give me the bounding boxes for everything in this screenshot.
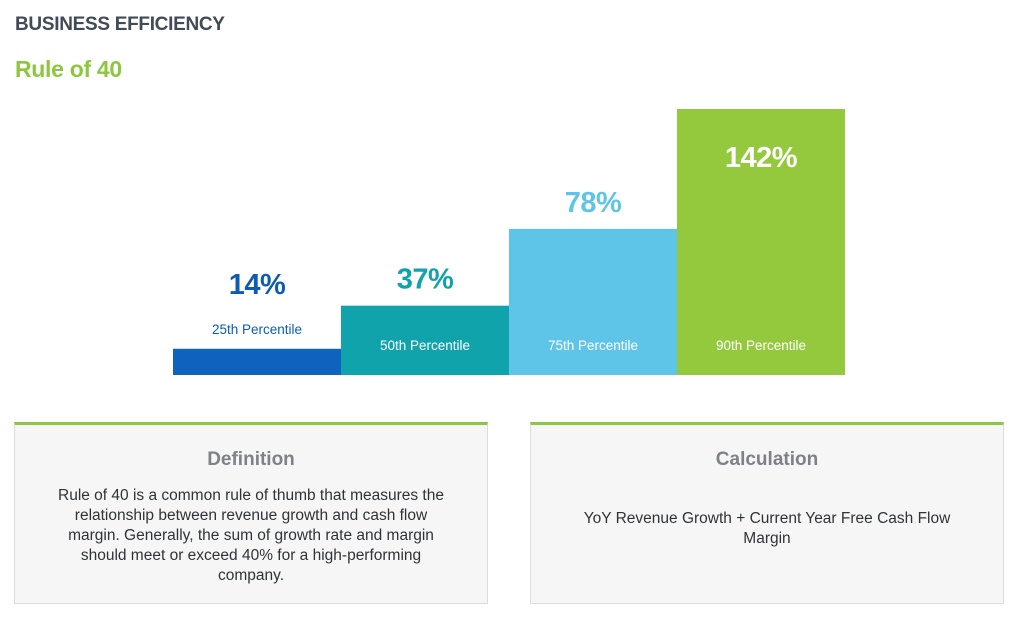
- bar-75th-percentile: [509, 228, 677, 375]
- value-label-25th-percentile: 14%: [229, 269, 286, 301]
- value-label-50th-percentile: 37%: [397, 264, 454, 296]
- definition-text: Rule of 40 is a common rule of thumb tha…: [58, 487, 444, 584]
- bar-90th-percentile: [677, 109, 845, 375]
- definition-heading: Definition: [207, 449, 295, 470]
- calculation-text: YoY Revenue Growth + Current Year Free C…: [583, 510, 951, 547]
- chart-title: Rule of 40: [15, 56, 122, 82]
- category-label-75th-percentile: 75th Percentile: [548, 338, 638, 353]
- value-label-75th-percentile: 78%: [565, 187, 622, 219]
- bar-25th-percentile: [173, 348, 341, 375]
- category-label-25th-percentile: 25th Percentile: [212, 322, 302, 337]
- category-label-50th-percentile: 50th Percentile: [380, 338, 470, 353]
- value-label-90th-percentile: 142%: [725, 142, 798, 174]
- rule-of-40-bar-chart: 25th Percentile 14% 50th Percentile 37% 75th…: [173, 109, 845, 375]
- calculation-heading: Calculation: [715, 449, 819, 470]
- section-title: BUSINESS EFFICIENCY: [15, 14, 225, 35]
- calculation-card: Calculation YoY Revenue Growth + Current…: [530, 422, 1004, 604]
- bar-50th-percentile: [341, 305, 509, 375]
- category-label-90th-percentile: 90th Percentile: [716, 338, 806, 353]
- definition-card: Definition Rule of 40 is a common rule o…: [14, 422, 488, 604]
